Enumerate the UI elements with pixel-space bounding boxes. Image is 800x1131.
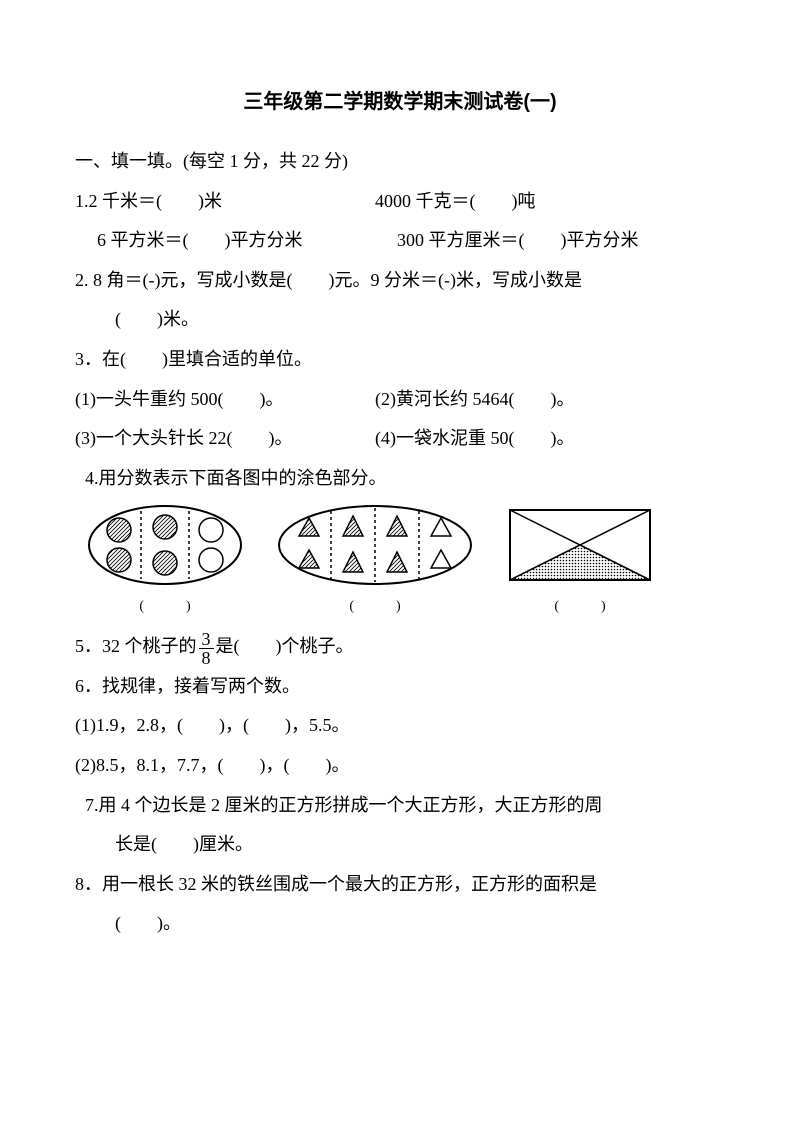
fig2-cell: ( ) — [275, 502, 475, 623]
q2-line2: ( )米。 — [75, 300, 725, 340]
page: 三年级第二学期数学期末测试卷(一) 一、填一填。(每空 1 分，共 22 分) … — [0, 0, 800, 1004]
fig3-cell: ( ) — [505, 502, 655, 623]
fig2-svg — [275, 502, 475, 588]
q3: 3．在( )里填合适的单位。 — [75, 340, 725, 380]
frac-num: 3 — [199, 630, 214, 649]
fig1-caption: ( ) — [85, 592, 245, 623]
q3-1a: (1)一头牛重约 500( )。 — [75, 380, 375, 420]
figure-row: ( ) — [85, 502, 725, 623]
q1a: 1.2 千米＝( )米 — [75, 182, 375, 222]
q6-2: (2)8.5，8.1，7.7，( )，( )。 — [75, 746, 725, 786]
q7b: 长是( )厘米。 — [75, 825, 725, 865]
q1-line1: 1.2 千米＝( )米 4000 千克＝( )吨 — [75, 182, 725, 222]
fig3-svg — [505, 502, 655, 588]
fig3-caption: ( ) — [505, 592, 655, 623]
q5: 5．32 个桃子的38是( )个桃子。 — [75, 627, 725, 667]
q3-2a: (3)一个大头针长 22( )。 — [75, 419, 375, 459]
fig1-svg — [85, 502, 245, 588]
q4: 4.用分数表示下面各图中的涂色部分。 — [75, 459, 725, 499]
q6-1: (1)1.9，2.8，( )，( )，5.5。 — [75, 706, 725, 746]
fig1-cell: ( ) — [85, 502, 245, 623]
q3-row2: (3)一个大头针长 22( )。 (4)一袋水泥重 50( )。 — [75, 419, 725, 459]
q3-1b: (2)黄河长约 5464( )。 — [375, 380, 725, 420]
q1b: 4000 千克＝( )吨 — [375, 182, 725, 222]
fig2-caption: ( ) — [275, 592, 475, 623]
q7a: 7.用 4 个边长是 2 厘米的正方形拼成一个大正方形，大正方形的周 — [75, 786, 725, 826]
q8a: 8．用一根长 32 米的铁丝围成一个最大的正方形，正方形的面积是 — [75, 865, 725, 905]
q6: 6．找规律，接着写两个数。 — [75, 667, 725, 707]
q1c: 6 平方米＝( )平方分米 — [97, 221, 397, 261]
q8b: ( )。 — [75, 904, 725, 944]
q1d: 300 平方厘米＝( )平方分米 — [397, 221, 725, 261]
page-title: 三年级第二学期数学期末测试卷(一) — [75, 80, 725, 124]
section-1-header: 一、填一填。(每空 1 分，共 22 分) — [75, 142, 725, 182]
q5a: 5．32 个桃子的 — [75, 636, 197, 656]
fraction-3-8: 38 — [199, 630, 214, 667]
q3-row1: (1)一头牛重约 500( )。 (2)黄河长约 5464( )。 — [75, 380, 725, 420]
q3-2b: (4)一袋水泥重 50( )。 — [375, 419, 725, 459]
frac-den: 8 — [199, 649, 214, 667]
q2-line1: 2. 8 角＝(-)元，写成小数是( )元。9 分米＝(-)米，写成小数是 — [75, 261, 725, 301]
q5b: 是( )个桃子。 — [216, 636, 354, 656]
q1-line2: 6 平方米＝( )平方分米 300 平方厘米＝( )平方分米 — [75, 221, 725, 261]
